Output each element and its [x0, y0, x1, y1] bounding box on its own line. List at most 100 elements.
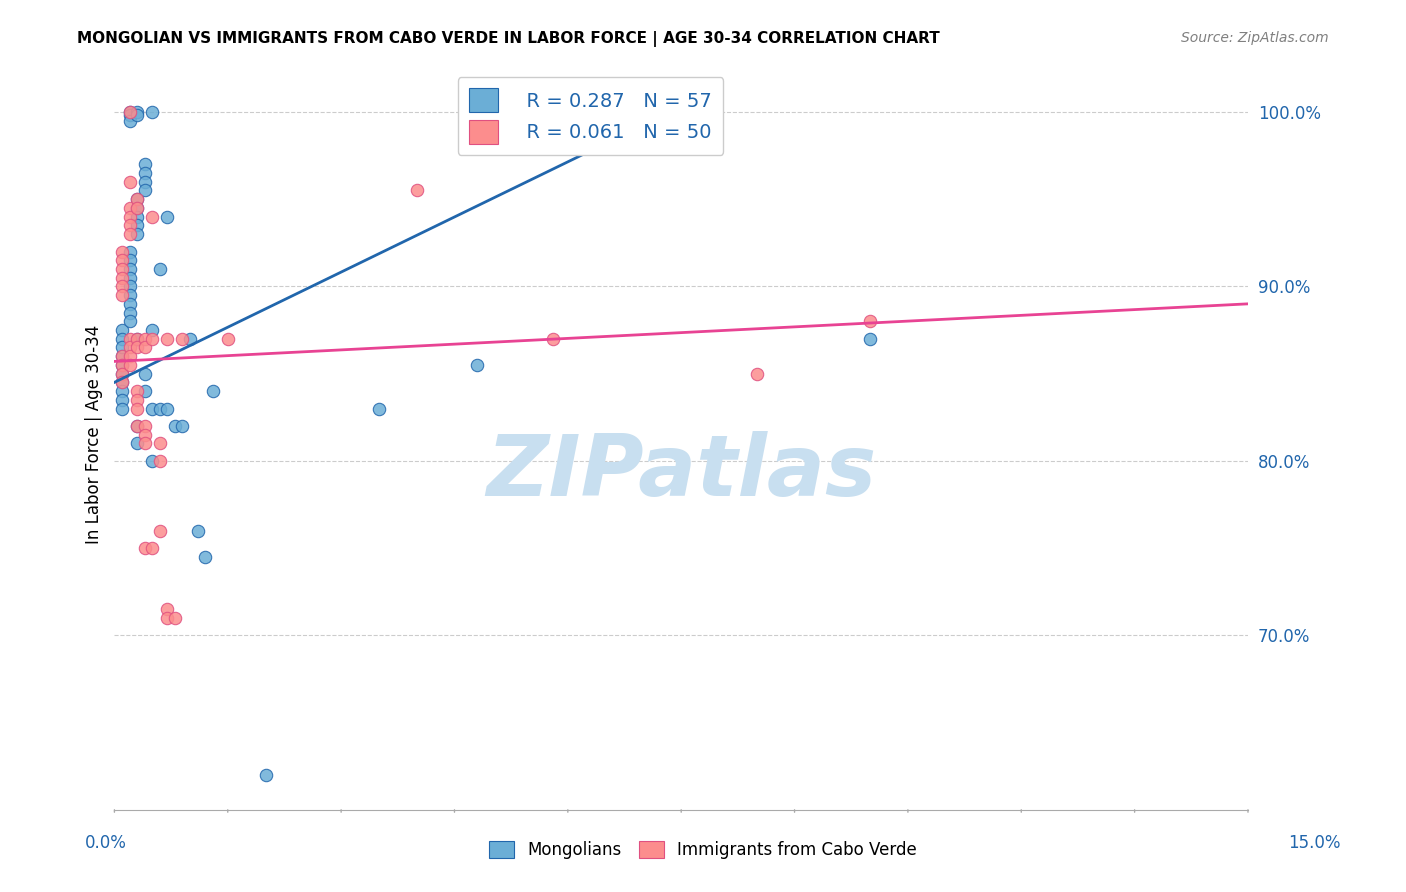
- Point: [201, 384, 224, 398]
- Point: [134, 436, 156, 450]
- Point: [118, 270, 141, 285]
- Point: [125, 392, 148, 407]
- Point: [163, 611, 186, 625]
- Point: [125, 192, 148, 206]
- Point: [125, 104, 148, 119]
- Point: [118, 358, 141, 372]
- Point: [859, 314, 882, 328]
- Point: [118, 279, 141, 293]
- Point: [118, 113, 141, 128]
- Point: [134, 384, 156, 398]
- Point: [111, 384, 134, 398]
- Point: [172, 332, 194, 346]
- Point: [134, 341, 156, 355]
- Text: MONGOLIAN VS IMMIGRANTS FROM CABO VERDE IN LABOR FORCE | AGE 30-34 CORRELATION C: MONGOLIAN VS IMMIGRANTS FROM CABO VERDE …: [77, 31, 941, 47]
- Point: [141, 541, 163, 555]
- Point: [111, 392, 134, 407]
- Point: [149, 262, 172, 277]
- Point: [118, 305, 141, 319]
- Point: [217, 332, 239, 346]
- Point: [156, 611, 179, 625]
- Point: [111, 332, 134, 346]
- Text: Source: ZipAtlas.com: Source: ZipAtlas.com: [1181, 31, 1329, 45]
- Point: [125, 108, 148, 122]
- Point: [156, 602, 179, 616]
- Point: [254, 768, 277, 782]
- Point: [125, 210, 148, 224]
- Point: [125, 332, 148, 346]
- Point: [186, 524, 208, 538]
- Point: [111, 349, 134, 363]
- Point: [541, 332, 564, 346]
- Point: [647, 122, 669, 136]
- Text: 0.0%: 0.0%: [84, 834, 127, 852]
- Point: [118, 341, 141, 355]
- Point: [125, 201, 148, 215]
- Point: [118, 201, 141, 215]
- Point: [194, 549, 217, 564]
- Point: [745, 367, 768, 381]
- Point: [141, 332, 163, 346]
- Point: [134, 427, 156, 442]
- Point: [125, 219, 148, 233]
- Point: [125, 192, 148, 206]
- Point: [111, 367, 134, 381]
- Point: [118, 244, 141, 259]
- Point: [172, 419, 194, 434]
- Point: [156, 210, 179, 224]
- Point: [125, 201, 148, 215]
- Point: [163, 419, 186, 434]
- Point: [111, 262, 134, 277]
- Text: ZIPatlas: ZIPatlas: [486, 431, 876, 514]
- Point: [179, 332, 201, 346]
- Legend: Mongolians, Immigrants from Cabo Verde: Mongolians, Immigrants from Cabo Verde: [482, 834, 924, 866]
- Point: [134, 184, 156, 198]
- Point: [134, 541, 156, 555]
- Point: [111, 349, 134, 363]
- Legend:   R = 0.287   N = 57,   R = 0.061   N = 50: R = 0.287 N = 57, R = 0.061 N = 50: [457, 77, 724, 155]
- Point: [156, 332, 179, 346]
- Point: [118, 108, 141, 122]
- Point: [118, 219, 141, 233]
- Point: [118, 227, 141, 241]
- Point: [111, 358, 134, 372]
- Point: [111, 401, 134, 416]
- Point: [111, 367, 134, 381]
- Point: [149, 436, 172, 450]
- Point: [141, 104, 163, 119]
- Point: [111, 341, 134, 355]
- Point: [111, 358, 134, 372]
- Point: [141, 454, 163, 468]
- Point: [149, 524, 172, 538]
- Point: [118, 104, 141, 119]
- Point: [118, 175, 141, 189]
- Point: [859, 332, 882, 346]
- Point: [125, 419, 148, 434]
- Point: [111, 253, 134, 268]
- Text: 15.0%: 15.0%: [1288, 834, 1341, 852]
- Point: [134, 332, 156, 346]
- Point: [149, 454, 172, 468]
- Point: [141, 210, 163, 224]
- Y-axis label: In Labor Force | Age 30-34: In Labor Force | Age 30-34: [86, 325, 103, 544]
- Point: [118, 332, 141, 346]
- Point: [111, 376, 134, 390]
- Point: [465, 358, 488, 372]
- Point: [125, 401, 148, 416]
- Point: [118, 253, 141, 268]
- Point: [125, 419, 148, 434]
- Point: [111, 270, 134, 285]
- Point: [118, 210, 141, 224]
- Point: [111, 288, 134, 302]
- Point: [141, 323, 163, 337]
- Point: [134, 175, 156, 189]
- Point: [118, 349, 141, 363]
- Point: [118, 262, 141, 277]
- Point: [111, 323, 134, 337]
- Point: [111, 376, 134, 390]
- Point: [118, 288, 141, 302]
- Point: [134, 166, 156, 180]
- Point: [141, 401, 163, 416]
- Point: [111, 279, 134, 293]
- Point: [125, 227, 148, 241]
